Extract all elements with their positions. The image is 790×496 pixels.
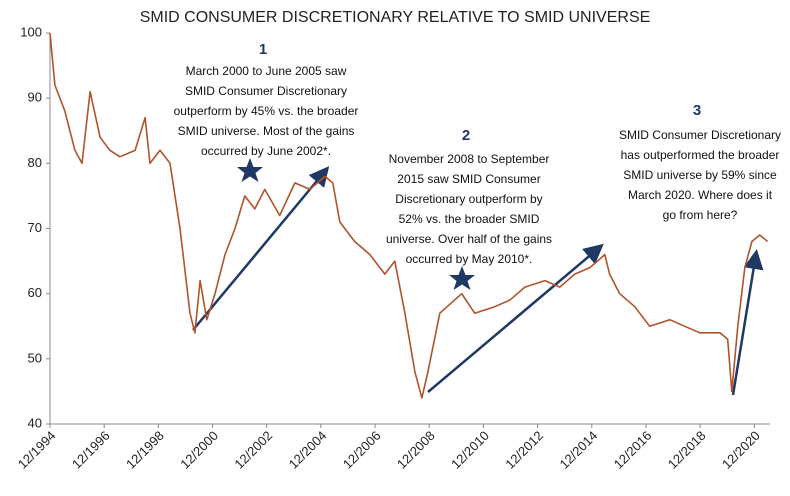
x-tick-label: 12/2004 — [286, 428, 330, 472]
data-line — [49, 32, 769, 399]
annotation-text: November 2008 to September — [389, 152, 550, 166]
star — [237, 158, 263, 182]
y-tick-label: 90 — [28, 90, 42, 105]
x-tick-label: 12/1996 — [69, 428, 113, 472]
annotation-text: outperform by 45% vs. the broader — [174, 104, 359, 118]
arrow — [427, 243, 604, 393]
annotation-text: 52% vs. the broader SMID — [399, 212, 540, 226]
arrows — [192, 166, 764, 396]
y-tick-label: 40 — [28, 415, 42, 430]
annotation-number: 1 — [259, 41, 267, 58]
annotation-text: Discretionary outperform by — [395, 192, 542, 206]
y-tick-label: 80 — [28, 155, 42, 170]
annotation-text: SMID universe. Most of the gains — [178, 124, 355, 138]
arrow — [731, 249, 764, 396]
y-tick-label: 100 — [20, 24, 42, 39]
x-tick-label: 12/2016 — [611, 428, 655, 472]
annotation-text: has outperformed the broader — [621, 148, 780, 162]
annotation-number: 3 — [693, 102, 701, 119]
annotation-text: occurred by June 2002*. — [201, 144, 331, 158]
star — [449, 266, 475, 290]
x-tick-label: 12/1994 — [15, 428, 59, 472]
annotation-text: occurred by May 2010*. — [406, 252, 533, 266]
annotation-text: 2015 saw SMID Consumer — [397, 172, 540, 186]
y-tick-label: 60 — [28, 285, 42, 300]
x-tick-label: 12/1998 — [123, 428, 167, 472]
y-tick-label: 50 — [28, 350, 42, 365]
x-tick-label: 12/2000 — [177, 428, 221, 472]
annotation-text: universe. Over half of the gains — [386, 232, 552, 246]
annotation-text: SMID universe by 59% since — [623, 168, 777, 182]
chart-title: SMID CONSUMER DISCRETIONARY RELATIVE TO … — [140, 9, 651, 26]
x-tick-label: 12/2020 — [719, 428, 763, 472]
x-tick-label: 12/2008 — [394, 428, 438, 472]
annotation-text: go from here? — [663, 208, 738, 222]
annotation-text: March 2020. Where does it — [628, 188, 773, 202]
x-tick-label: 12/2010 — [448, 428, 492, 472]
x-tick-label: 12/2014 — [556, 428, 600, 472]
annotation-number: 2 — [462, 127, 470, 144]
annotation-text: March 2000 to June 2005 saw — [186, 64, 347, 78]
y-tick-label: 70 — [28, 220, 42, 235]
x-tick-label: 12/2002 — [231, 428, 275, 472]
annotation-text: SMID Consumer Discretionary — [619, 128, 781, 142]
annotation-text: SMID Consumer Discretionary — [185, 84, 347, 98]
x-tick-label: 12/2006 — [340, 428, 384, 472]
x-tick-label: 12/2012 — [502, 428, 546, 472]
x-tick-label: 12/2018 — [665, 428, 709, 472]
arrow — [192, 166, 330, 331]
